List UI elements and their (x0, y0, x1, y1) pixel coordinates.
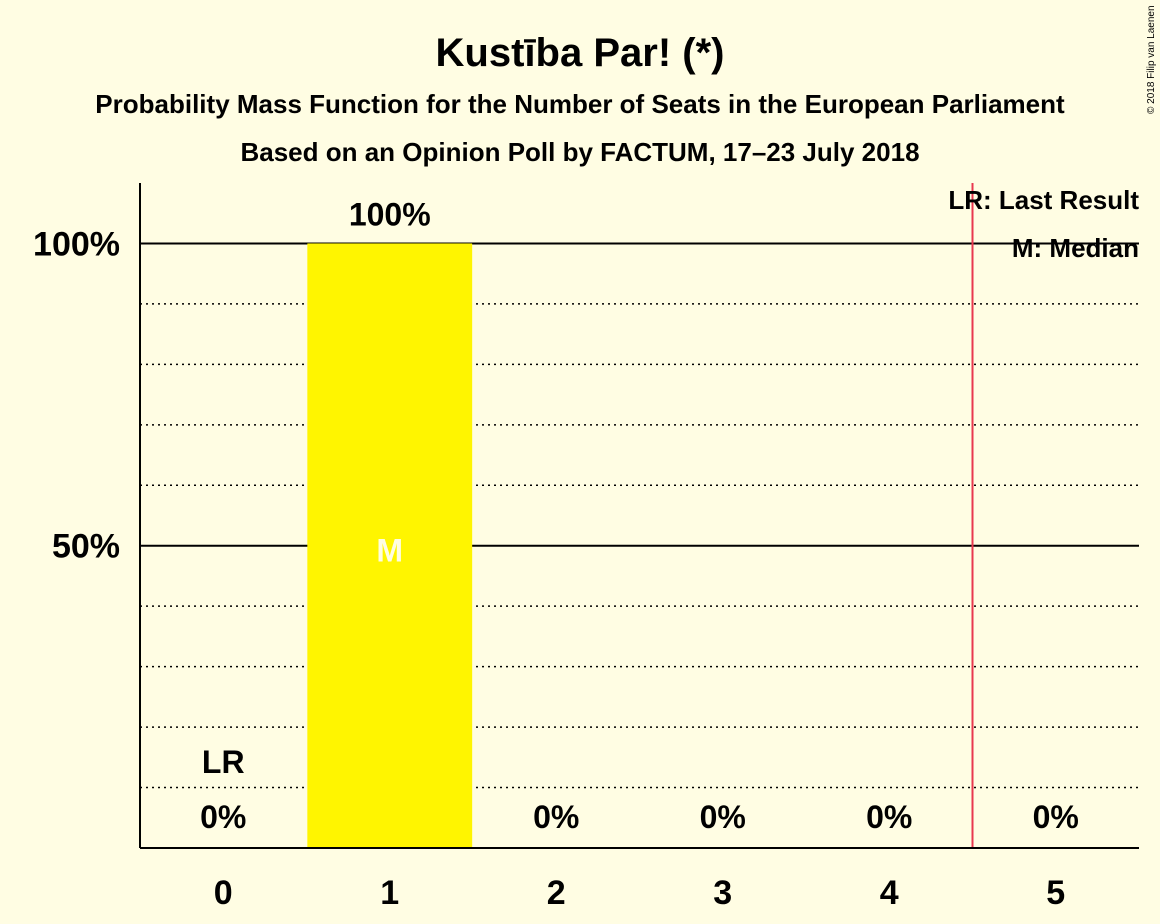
value-label: 100% (349, 196, 431, 232)
median-marker: M (376, 533, 403, 569)
y-tick-label: 100% (33, 225, 120, 263)
legend-last-result: LR: Last Result (948, 185, 1139, 215)
value-label: 0% (700, 799, 746, 835)
value-label: 0% (533, 799, 579, 835)
y-tick-label: 50% (52, 528, 120, 566)
chart-subtitle-poll: Based on an Opinion Poll by FACTUM, 17–2… (240, 137, 919, 167)
chart-subtitle: Probability Mass Function for the Number… (95, 89, 1065, 119)
bar-seats-1 (307, 243, 473, 849)
chart-title: Kustība Par! (*) (436, 31, 725, 75)
marks: 0% 100% 0% 0% 0% 0% M LR (200, 183, 1079, 848)
axes: 50% 100% 0 1 2 3 4 5 (33, 183, 1139, 912)
x-tick-label: 5 (1046, 874, 1065, 912)
x-tick-label: 4 (880, 874, 899, 912)
copyright-notice: © 2018 Filip van Laenen (1146, 5, 1157, 114)
legend-median: M: Median (1012, 233, 1139, 263)
x-tick-label: 2 (547, 874, 566, 912)
x-tick-label: 3 (713, 874, 732, 912)
gridlines (140, 242, 1139, 789)
value-label: 0% (866, 799, 912, 835)
last-result-label: LR (202, 744, 245, 780)
x-tick-label: 0 (214, 874, 233, 912)
value-label: 0% (200, 799, 246, 835)
value-label: 0% (1033, 799, 1079, 835)
x-tick-label: 1 (380, 874, 399, 912)
bars (307, 243, 473, 849)
